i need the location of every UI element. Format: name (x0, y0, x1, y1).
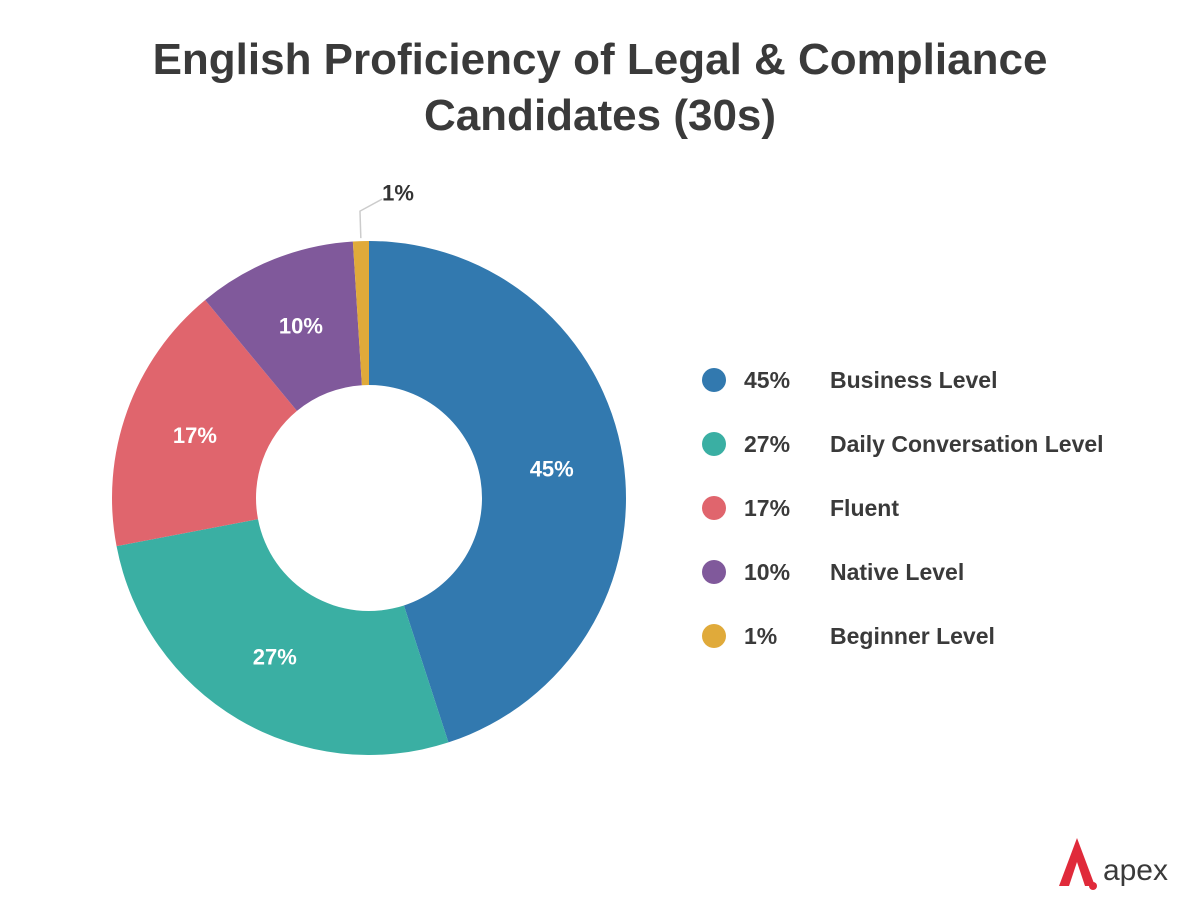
donut-slices (112, 241, 626, 755)
legend-item-fluent: 17% Fluent (702, 476, 1104, 540)
slice-label-native-level: 10% (279, 313, 323, 338)
legend-swatch-business-level (702, 368, 726, 392)
slice-label-business-level: 45% (530, 457, 574, 482)
legend: 45% Business Level 27% Daily Conversation L… (702, 348, 1104, 668)
slice-label-fluent: 17% (173, 423, 217, 448)
legend-percent-business-level: 45% (744, 366, 791, 393)
slice-beginner-level (352, 241, 369, 386)
slice-label-daily-conversation-level: 27% (253, 645, 297, 670)
legend-label-native-level: Native Level (830, 558, 965, 585)
legend-item-business-level: 45% Business Level (702, 348, 1104, 412)
legend-label-business-level: Business Level (830, 366, 998, 393)
brand-logo: apex (1055, 836, 1168, 890)
leader-line-beginner-level (359, 198, 383, 239)
chart-title-line-2: Candidates (30s) (423, 91, 777, 140)
slice-native-level (205, 241, 362, 411)
legend-label-beginner-level: Beginner Level (830, 622, 995, 649)
legend-item-daily-conversation-level: 27% Daily Conversation Level (702, 412, 1104, 476)
apex-logo-icon (1058, 838, 1097, 890)
slice-fluent (112, 299, 297, 547)
legend-percent-beginner-level: 1% (744, 622, 778, 649)
chart-title-line-1: English Proficiency of Legal & Complianc… (152, 35, 1048, 84)
slice-label-beginner-level: 1% (382, 181, 414, 206)
donut-labels: 45% 27% 17% 10% 1% (173, 181, 574, 670)
legend-swatch-beginner-level (702, 624, 726, 648)
legend-percent-native-level: 10% (744, 558, 791, 585)
legend-percent-fluent: 17% (744, 494, 791, 521)
legend-item-beginner-level: 1% Beginner Level (702, 604, 1104, 668)
legend-percent-daily-conversation-level: 27% (744, 430, 791, 457)
slice-daily-conversation-level (116, 519, 449, 755)
brand-name: apex (1102, 854, 1168, 887)
legend-label-daily-conversation-level: Daily Conversation Level (830, 430, 1104, 457)
legend-swatch-daily-conversation-level (702, 432, 726, 456)
slice-business-level (369, 241, 626, 743)
legend-swatch-fluent (702, 496, 726, 520)
legend-swatch-native-level (702, 560, 726, 584)
legend-label-fluent: Fluent (830, 494, 899, 521)
chart-title: English Proficiency of Legal & Complianc… (0, 32, 1200, 144)
legend-item-native-level: 10% Native Level (702, 540, 1104, 604)
